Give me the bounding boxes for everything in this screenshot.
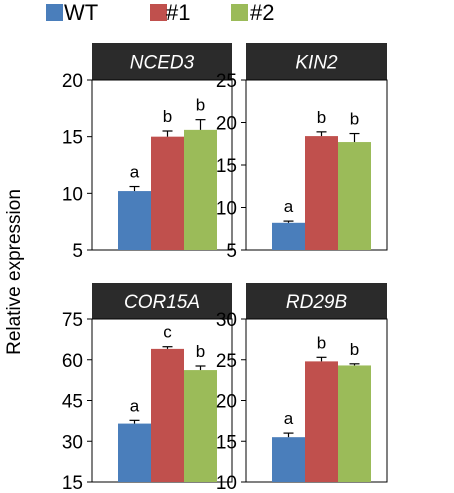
y-tick-label: 60 — [62, 351, 83, 372]
significance-label: b — [317, 108, 326, 127]
significance-label: b — [163, 107, 172, 126]
y-tick-label: 10 — [216, 473, 237, 493]
panel-title: KIN2 — [295, 53, 338, 74]
y-tick-label: 10 — [62, 184, 83, 205]
y-tick-label: 15 — [216, 156, 237, 177]
panel-2: KIN2 5 10 15 20 25 a b b — [216, 43, 388, 262]
significance-label: b — [350, 340, 359, 359]
panel-title: NCED3 — [130, 53, 195, 74]
bar-#2 — [338, 365, 371, 482]
bar-#2 — [184, 370, 217, 482]
bar-WT — [272, 437, 305, 482]
y-tick-label: 20 — [216, 392, 237, 413]
significance-label: a — [130, 163, 140, 182]
y-tick-label: 5 — [72, 241, 83, 262]
panel-header — [246, 283, 387, 319]
significance-label: a — [130, 396, 140, 415]
panel-3: COR15A 15 30 45 60 75 a c b — [62, 283, 233, 493]
y-tick-label: 15 — [216, 432, 237, 453]
panel-header — [246, 43, 387, 80]
y-tick-label: 45 — [62, 392, 83, 413]
bar-#1 — [305, 361, 338, 482]
panels: NCED3 5 10 15 20 a b b KIN2 5 10 15 20 25 a b b COR15A 15 3… — [62, 43, 388, 493]
y-tick-label: 20 — [62, 71, 83, 92]
y-tick-label: 5 — [226, 241, 237, 262]
bar-WT — [272, 222, 305, 250]
significance-label: a — [284, 409, 294, 428]
y-tick-label: 30 — [62, 432, 83, 453]
panel-title: RD29B — [286, 292, 348, 313]
legend-swatch-2 — [150, 4, 167, 21]
panel-header — [92, 283, 232, 319]
y-tick-label: 15 — [62, 473, 83, 493]
legend-label-2: #1 — [166, 0, 190, 25]
bar-WT — [118, 423, 151, 482]
bar-#2 — [338, 142, 371, 250]
y-tick-label: 10 — [216, 199, 237, 220]
panel-1: NCED3 5 10 15 20 a b b — [62, 43, 233, 262]
legend: WT #1 #2 — [46, 0, 274, 25]
panel-title: COR15A — [124, 292, 200, 313]
legend-swatch-3 — [231, 4, 248, 21]
significance-label: b — [350, 110, 359, 129]
significance-label: b — [317, 333, 326, 352]
bar-#1 — [305, 136, 338, 250]
panel-4: RD29B 10 15 20 25 30 a b b — [216, 283, 388, 493]
bar-#2 — [184, 129, 217, 250]
legend-swatch-1 — [46, 4, 63, 21]
y-tick-label: 25 — [216, 71, 237, 92]
significance-label: a — [284, 197, 294, 216]
y-tick-label: 15 — [62, 128, 83, 149]
y-tick-label: 25 — [216, 351, 237, 372]
significance-label: c — [163, 323, 172, 342]
legend-label-3: #2 — [250, 0, 274, 25]
legend-label-1: WT — [64, 0, 98, 25]
panel-header — [92, 43, 232, 80]
bar-#1 — [151, 348, 184, 482]
bar-#1 — [151, 136, 184, 250]
y-axis-label: Relative expression — [4, 189, 25, 355]
significance-label: b — [196, 342, 205, 361]
bar-WT — [118, 191, 151, 250]
y-tick-label: 75 — [62, 310, 83, 331]
y-tick-label: 30 — [216, 310, 237, 331]
y-tick-label: 20 — [216, 114, 237, 135]
significance-label: b — [196, 96, 205, 115]
